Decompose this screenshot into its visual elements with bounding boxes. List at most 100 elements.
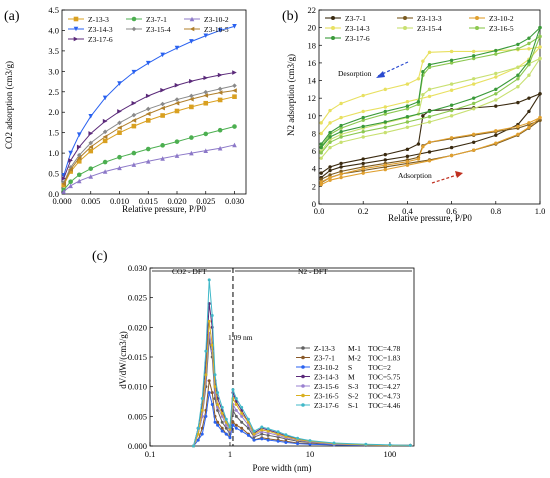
panel-b-ylabel: N2 adsorption (cm3/g) [286, 54, 296, 136]
panel-b-point [494, 92, 498, 96]
panel-b-point [527, 125, 531, 129]
panel-a-point [145, 118, 151, 123]
panel-c-point [364, 442, 368, 446]
panel-b-point [319, 145, 323, 150]
panel-c-point [213, 420, 217, 424]
panel-c-point [210, 313, 214, 317]
panel-b-point [361, 171, 365, 175]
panel-a-xlabel: Relative pressure, P/P0 [122, 204, 206, 214]
panel-b-point [538, 34, 542, 39]
panel-c-legend-sample: M-1 [348, 344, 361, 353]
panel-c-legend-toc: TOC=5.75 [368, 373, 400, 382]
panel-c-legend-name: Z3-14-3 [314, 373, 339, 382]
panel-b-point [427, 62, 432, 67]
panel-c-point [240, 420, 244, 424]
panel-b-ytick-label: 4 [312, 164, 317, 174]
panel-b-point [416, 142, 421, 146]
panel-c-point [216, 423, 220, 427]
panel-c-point [200, 408, 204, 412]
panel-b-point [416, 77, 421, 81]
panel-c-legend-sample: M [348, 373, 355, 382]
panel-a-point [174, 108, 180, 114]
panel-a-xtick-label: 0.015 [139, 196, 158, 206]
panel-c-legend-toc: TOC=1.83 [368, 354, 400, 363]
panel-a-point [232, 24, 237, 29]
panel-b-point [427, 94, 432, 99]
panel-a-point [217, 86, 223, 92]
panel-b-point [319, 151, 323, 155]
panel-b-point [494, 48, 498, 53]
panel-c-xtick-label: 1 [228, 449, 232, 459]
panel-a-point [232, 83, 237, 88]
panel-b-ytick-label: 16 [308, 58, 317, 68]
panel-c-point [266, 429, 270, 433]
panel-c-point [240, 414, 244, 418]
panel-b-legend-label: Z3-13-3 [417, 14, 442, 23]
panel-b-point [405, 107, 410, 111]
panel-c-legend-marker [301, 384, 305, 388]
panel-a-legend-label: Z3-16-5 [204, 25, 229, 34]
panel-c-ytick-label: 0.005 [128, 411, 147, 421]
panel-b-legend-label: Z3-15-4 [417, 24, 442, 33]
panel-a-ytick-label: 2.0 [48, 107, 59, 117]
panel-c-point [234, 408, 238, 412]
panel-a-point [117, 130, 122, 135]
panel-c-point [220, 420, 224, 424]
panel-c-legend-toc: TOC=4.27 [368, 382, 400, 391]
panel-b-adsorption-label: Adsorption [398, 171, 432, 180]
panel-a-xtick-label: 0.030 [225, 196, 244, 206]
panel-a-point [189, 39, 194, 44]
panel-a-point [131, 123, 137, 129]
panel-a-point [189, 104, 194, 110]
panel-b-point [319, 142, 323, 146]
panel-c-series-line [193, 279, 411, 447]
panel-b-point [416, 100, 421, 104]
panel-c-point [231, 388, 235, 392]
panel-a-point [232, 94, 237, 99]
panel-a-point [217, 72, 223, 78]
panel-b-legend-marker [331, 26, 335, 30]
panel-b-point [383, 105, 387, 109]
panel-c-point [196, 438, 200, 442]
panel-b-point [319, 121, 323, 125]
panel-c-point [220, 426, 224, 430]
panel-b-point [527, 41, 531, 46]
panel-a-point [160, 52, 165, 58]
panel-b-point [472, 132, 476, 137]
panel-a-point [174, 45, 180, 51]
panel-a-point [68, 167, 73, 172]
panel-b-point [494, 87, 498, 92]
panel-c-point [216, 420, 220, 424]
panel-b-point [405, 147, 410, 152]
panel-b-legend-label: Z3-16-5 [489, 24, 514, 33]
panel-c-point [207, 379, 211, 383]
panel-a-ytick-label: 0.0 [48, 189, 59, 199]
panel-b-point [383, 125, 387, 129]
panel-c-point [276, 432, 280, 436]
panel-a-xtick-label: 0.000 [52, 196, 71, 206]
panel-b-point [405, 154, 410, 159]
panel-b-point [472, 148, 476, 152]
panel-b-point [538, 56, 542, 61]
panel-b-point [472, 82, 476, 86]
panel-a-legend-marker [131, 16, 137, 22]
panel-a-point [203, 148, 209, 153]
panel-b-point [328, 178, 332, 182]
panel-a-point [203, 100, 209, 106]
panel-b-point [339, 123, 343, 128]
panel-a-legend-label: Z3-7-1 [146, 15, 167, 24]
panel-b-point [328, 165, 332, 169]
panel-b-point [472, 54, 476, 58]
panel-c-series-line [193, 392, 411, 447]
panel-a-point [145, 146, 151, 152]
panel-b-point [405, 82, 410, 86]
panel-a-ytick-label: 0.5 [48, 169, 59, 179]
panel-a-ytick-label: 4.5 [48, 5, 59, 15]
panel-b-legend-marker [331, 36, 335, 40]
panel-c-xlabel: Pore width (nm) [253, 463, 312, 473]
panel-b-ytick-label: 12 [308, 93, 317, 103]
panel-c-point [234, 397, 238, 401]
panel-c-point [408, 443, 412, 447]
panel-a-point [88, 166, 94, 171]
panel-c-ytick-label: 0.000 [128, 441, 147, 451]
